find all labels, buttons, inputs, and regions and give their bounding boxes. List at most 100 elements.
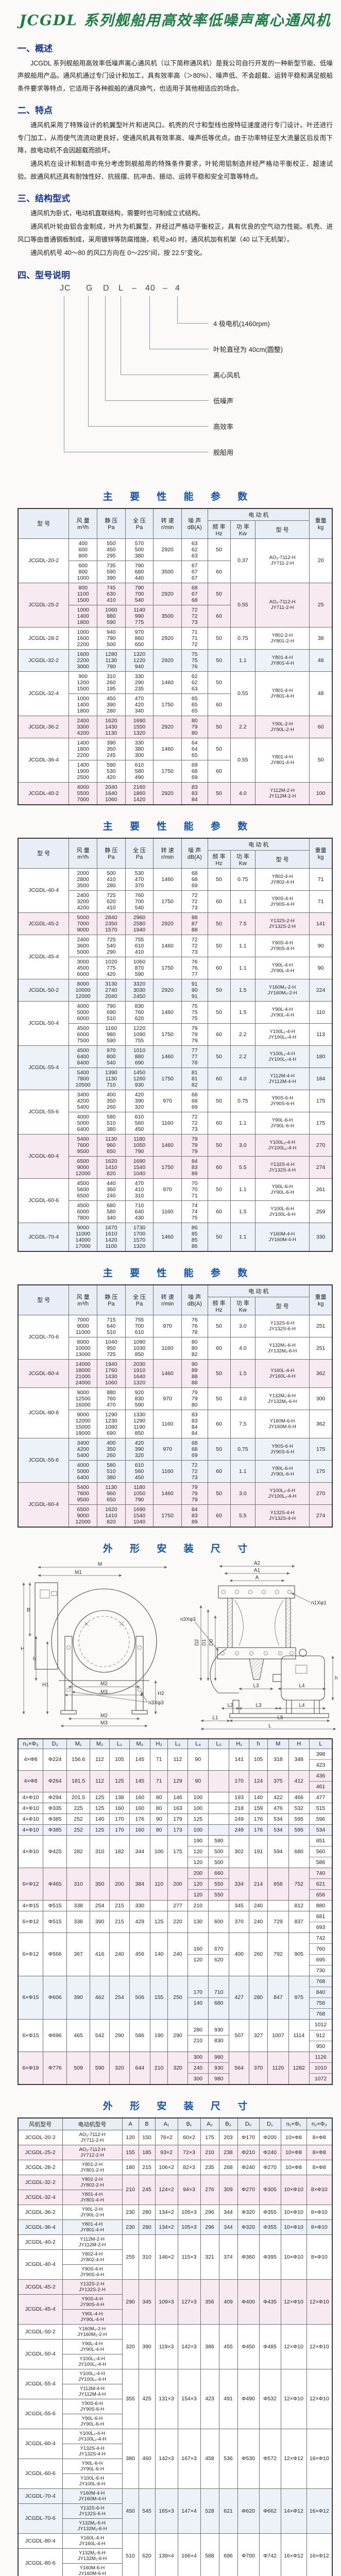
cell: 970 xyxy=(153,1314,182,1337)
cell: 7.5 xyxy=(230,912,256,935)
cell: 1.5 xyxy=(230,1200,256,1223)
table-row: 4500 6000 7800 680 580 340 710 640 430 1160… xyxy=(18,1200,333,1223)
cell xyxy=(208,1748,230,1771)
cell: 160 xyxy=(129,1824,150,1836)
cell: 3400 4200 5400 xyxy=(69,1437,98,1461)
stacked-values xyxy=(209,1757,229,1761)
column-header: 风机型号 xyxy=(18,2117,63,2130)
stacked-values: 930 830 xyxy=(209,2025,229,2046)
cell: 534 xyxy=(267,1824,289,1836)
cell: 50 xyxy=(207,1437,231,1461)
cell: 621 xyxy=(218,2488,238,2534)
callout-impeller-diam: 叶轮直径为 40cm(圆整) xyxy=(213,345,283,353)
cell: 124×2 xyxy=(155,2174,178,2205)
cell: 2840 2350 1570 xyxy=(97,912,126,935)
dim-label: h xyxy=(33,1656,36,1662)
paragraph: 通风机机号 40～80 的风口方向在 0～225°间，按 22.5°变化。 xyxy=(30,249,207,257)
cell: Φ320 xyxy=(237,2219,260,2235)
fan-model-cell: JCGDL-32-4 xyxy=(18,2189,63,2205)
cell: Φ240 xyxy=(259,2144,281,2160)
cell: 345 xyxy=(229,1900,249,1911)
cell: 1690 1540 1040 xyxy=(125,1504,154,1527)
table-row: JCGDL-55-4 Y100L₁-4-H JY100L₁-4-H 355 425 13… xyxy=(18,2368,333,2429)
stacked-values: 710 680 xyxy=(209,1987,229,2008)
cell: 90 xyxy=(309,956,333,979)
cell: 362 xyxy=(309,1409,333,1438)
motor-model-cell: AO₂-7112-H JY711-2-H xyxy=(255,582,310,628)
column-header: 转 速 r/min xyxy=(153,508,182,539)
dim-label: B xyxy=(27,1607,30,1613)
cell: 1012 912 950 xyxy=(309,2019,333,2052)
performance-table-1: 型 号风 量 m³/h 静 压 Pa 全 压 Pa 转 速 r/min 噪 声 dB(A… xyxy=(18,507,333,805)
column-header: L₄ xyxy=(187,1738,209,1749)
fan-model-cell: JCGDL-20-2 xyxy=(18,2129,63,2145)
cell: 542 xyxy=(89,2019,110,2052)
cell: 160 xyxy=(109,1802,130,1814)
cell: 1460 xyxy=(153,934,182,957)
dim-label: L xyxy=(268,1723,271,1729)
cell: 210 xyxy=(149,2051,168,2084)
cell: 309 xyxy=(218,2174,238,2205)
cell: 50 xyxy=(207,782,231,805)
cell: 10×Φ10 xyxy=(280,2234,307,2280)
cell: Φ450 xyxy=(237,2324,260,2369)
cell: 224 xyxy=(309,978,333,1002)
motor-model-cell: Y132M₁-6-H JY132M₁-6-H xyxy=(255,1387,310,1410)
cell: 400 350 260 xyxy=(97,1089,126,1112)
column-header: H₂ xyxy=(149,1738,168,1749)
callout-low-noise: 低噪声 xyxy=(213,397,234,405)
cell: 50 xyxy=(207,934,231,957)
motor-model-cell: Y132S-4-H JY132S-4-H xyxy=(62,2443,123,2459)
column-header: 型 号 xyxy=(18,508,70,539)
cell: 20 xyxy=(309,538,333,583)
column-header: 型 号 xyxy=(255,850,310,869)
cell: 125 xyxy=(109,1770,130,1792)
cell: Φ320 xyxy=(237,2204,260,2220)
column-header: M xyxy=(267,1738,289,1749)
cell: 0.75 xyxy=(230,1437,256,1461)
cell: 830 760 620 xyxy=(125,1001,154,1024)
cell: 268 xyxy=(218,2159,238,2175)
stacked-values: 580 500 500 xyxy=(209,1836,229,1867)
cell: 1180 1050 790 xyxy=(125,1482,154,1505)
cell: 0.55 xyxy=(230,671,256,716)
motor-model-cell: Y132S-4-H JY132S-4-H xyxy=(255,1156,310,1179)
cell: 230 xyxy=(122,2204,139,2220)
motor-model-cell: Y801-4-H JY801-4-H xyxy=(62,2219,123,2235)
column-header: A xyxy=(122,2117,139,2130)
cell: 2.2 xyxy=(230,715,256,738)
stacked-values: 125 xyxy=(193,1816,203,1822)
table-row: 4×Φ8 Φ264 181.5 112 125 145 71 129 90 170 124 375 41… xyxy=(18,1770,333,1792)
connector-line xyxy=(88,296,209,427)
cell: 4000 5500 7000 xyxy=(69,782,98,805)
cell: 1460 xyxy=(153,1045,182,1068)
cell: 610 580 490 xyxy=(125,759,154,783)
cell: 1670 1610 1420 1100 xyxy=(97,1222,126,1251)
cell: 528 xyxy=(200,2488,219,2534)
cell: 163 xyxy=(167,1802,188,1814)
cell: 0.75 xyxy=(230,626,256,650)
cell: 755 700 610 xyxy=(125,1314,154,1337)
cell: 124 xyxy=(248,1770,268,1792)
code-part-d: D xyxy=(103,283,110,293)
cell: 16×Φ10 xyxy=(306,2428,333,2489)
fan-model-cell: JCGDL-80-4 xyxy=(18,2533,63,2549)
cell: 282 xyxy=(66,1835,90,1868)
cell: Φ572 xyxy=(259,2428,281,2489)
fan-model-cell: JCGDL-32-2 xyxy=(18,2174,63,2190)
cell: 462 xyxy=(89,1975,110,2020)
cell: 2400 3300 4200 xyxy=(69,715,98,738)
cell: 10×Φ8 xyxy=(280,2159,307,2175)
cell: 50 xyxy=(207,978,231,1002)
table-title-performance-1: 主 要 性 能 参 数 xyxy=(103,491,255,502)
cell: 320 xyxy=(109,2051,130,2084)
callout-centrifugal-fan: 离心风机 xyxy=(213,371,241,379)
cell: 84 83 89 xyxy=(181,1156,208,1179)
cell: 1750 xyxy=(153,1156,182,1179)
cell: 6×Φ19 xyxy=(18,2051,43,2084)
table-row: 4000 5000 6400 580 510 380 610 560 450 1160… xyxy=(18,1111,333,1134)
cell: 620 xyxy=(138,2533,156,2576)
stacked-values xyxy=(209,1779,229,1783)
cell: 420 390 320 xyxy=(125,1437,154,1461)
cell: 536 xyxy=(218,2428,238,2489)
